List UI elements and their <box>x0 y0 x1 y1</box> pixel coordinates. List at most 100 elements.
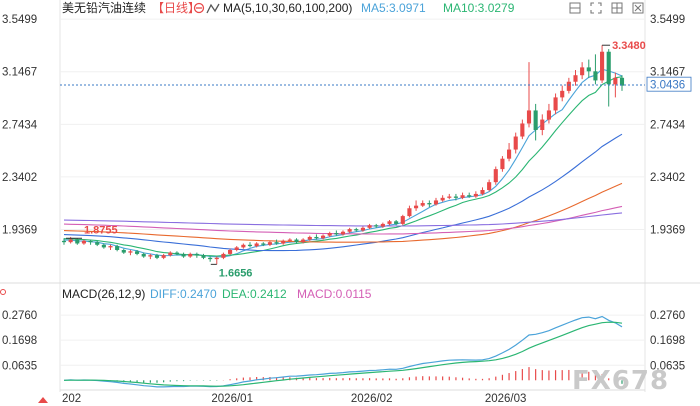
settings-icon[interactable] <box>193 2 205 14</box>
candle <box>440 195 445 202</box>
candle <box>301 238 306 244</box>
candle <box>619 75 625 91</box>
chart-title: 美无铅汽油连续 <box>62 0 146 15</box>
candle <box>168 251 173 257</box>
macd-title: MACD(26,12,9) <box>62 287 145 301</box>
candle <box>407 205 412 218</box>
macd-ticks-right: 0.2760 0.1698 0.0635 <box>650 310 685 372</box>
candle <box>108 244 113 250</box>
candle <box>294 238 299 244</box>
candle <box>267 240 272 247</box>
candle <box>360 226 365 232</box>
candle <box>460 192 465 200</box>
candle <box>95 240 100 247</box>
crosshair-icon[interactable] <box>0 289 6 295</box>
candle <box>606 49 611 107</box>
candle <box>566 77 571 94</box>
candle <box>228 248 233 256</box>
period-label[interactable]: 【日线】 <box>152 1 200 15</box>
candle <box>128 250 133 256</box>
date-ticks: 202 2026/01 2026/02 2026/03 <box>62 393 526 405</box>
candle <box>154 253 160 260</box>
candle <box>314 234 319 240</box>
candle <box>347 227 352 234</box>
macd-tick-right: 0.0635 <box>650 360 685 372</box>
candle <box>174 251 179 256</box>
candle <box>307 235 312 241</box>
candle <box>374 223 379 228</box>
candle <box>500 156 505 172</box>
candle <box>321 234 326 240</box>
curve-icon[interactable] <box>206 3 220 14</box>
candle <box>447 193 452 200</box>
macd-tick-left: 0.2760 <box>2 310 37 322</box>
price-tick-right: 2.3402 <box>650 172 685 184</box>
candle <box>194 252 199 258</box>
current-price-label: 3.0436 <box>650 80 685 92</box>
high-label: 3.3480 <box>612 40 646 52</box>
scroll-left-icon[interactable] <box>38 397 48 403</box>
candle <box>135 250 140 256</box>
candle <box>513 132 518 154</box>
ma10-line <box>63 76 623 257</box>
candle <box>88 239 93 245</box>
candle <box>188 252 193 258</box>
ma10-label: MA10:3.0279 <box>443 1 515 15</box>
candle <box>181 252 186 258</box>
macd-gridlines <box>60 314 645 366</box>
moving-average-lines <box>63 68 623 258</box>
price-tick-right: 3.5499 <box>650 14 685 26</box>
candle <box>81 239 86 245</box>
candle <box>221 252 226 260</box>
candle <box>380 222 385 228</box>
candle <box>327 231 332 237</box>
price-ticks-left: 3.5499 3.1467 2.7434 2.3402 1.9369 <box>2 14 38 236</box>
price-tick-left: 3.1467 <box>2 67 37 79</box>
low-label: 1.6656 <box>219 267 253 279</box>
macd-tick-right: 0.1698 <box>650 335 685 347</box>
candle <box>580 62 585 80</box>
macd-ticks-left: 0.2760 0.1698 0.0635 <box>2 310 37 372</box>
candle <box>613 72 618 98</box>
candle <box>61 238 67 245</box>
candle <box>540 114 545 136</box>
candle <box>420 200 425 207</box>
grid-icon[interactable] <box>611 2 623 14</box>
candle <box>367 223 372 230</box>
candle <box>115 244 120 252</box>
candle <box>208 256 213 262</box>
candle <box>141 252 146 258</box>
candle <box>487 179 492 192</box>
candle <box>75 238 80 245</box>
date-tick: 2026/01 <box>211 393 253 405</box>
candle <box>247 242 253 248</box>
price-tick-right: 3.1467 <box>650 67 685 79</box>
compare-icon[interactable] <box>569 2 581 14</box>
candle <box>533 103 538 141</box>
candle <box>254 242 259 248</box>
current-price-box <box>646 76 692 92</box>
close-icon[interactable] <box>632 2 644 14</box>
ma5-label: MA5:3.0971 <box>361 1 426 15</box>
price-tick-right: 2.7434 <box>650 119 686 131</box>
candle <box>546 103 551 124</box>
candle <box>354 227 359 232</box>
candle <box>453 193 458 201</box>
fullscreen-icon[interactable] <box>590 2 602 14</box>
macd-value-label: MACD:0.0115 <box>297 287 372 301</box>
candle <box>414 200 419 211</box>
candle <box>287 238 292 243</box>
candle <box>573 70 578 86</box>
candle <box>526 62 532 128</box>
candle <box>281 239 286 245</box>
low-marker <box>66 237 217 265</box>
candle <box>201 253 206 260</box>
candle <box>507 143 512 162</box>
price-ticks-right: 3.5499 3.1467 2.7434 2.3402 1.9369 <box>650 14 686 236</box>
price-tick-right: 1.9369 <box>650 225 685 237</box>
macd-histogram <box>70 367 623 384</box>
price-gridlines <box>60 18 645 231</box>
dif-label: DIFF:0.2470 <box>150 287 217 301</box>
date-tick: 202 <box>62 393 81 405</box>
candle <box>600 45 605 84</box>
